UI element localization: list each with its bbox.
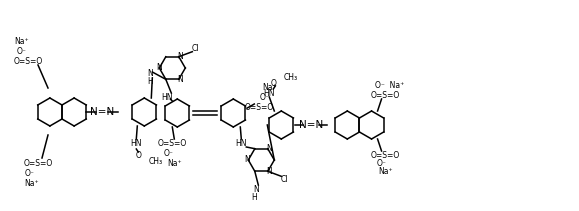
Text: CH₃: CH₃ xyxy=(283,73,298,81)
Text: O=S=O: O=S=O xyxy=(245,104,274,112)
Text: Cl: Cl xyxy=(192,44,199,53)
Text: O=S=O: O=S=O xyxy=(371,91,400,100)
Text: HN: HN xyxy=(162,92,173,101)
Text: N: N xyxy=(156,64,162,73)
Text: N: N xyxy=(254,184,259,193)
Text: N: N xyxy=(244,156,250,165)
Text: O⁻: O⁻ xyxy=(163,149,173,157)
Text: H: H xyxy=(251,192,257,202)
Text: Na⁺: Na⁺ xyxy=(262,84,277,92)
Text: Cl: Cl xyxy=(281,175,288,184)
Text: H: H xyxy=(148,77,153,87)
Text: O=S=O: O=S=O xyxy=(23,158,53,168)
Text: HN: HN xyxy=(130,139,142,149)
Text: N: N xyxy=(177,52,183,61)
Text: N=N: N=N xyxy=(299,120,324,130)
Text: CH₃: CH₃ xyxy=(148,157,163,166)
Text: Na⁺: Na⁺ xyxy=(167,158,182,168)
Text: O⁻: O⁻ xyxy=(17,47,27,57)
Text: O: O xyxy=(135,151,141,161)
Text: N: N xyxy=(266,167,272,176)
Text: O⁻: O⁻ xyxy=(376,160,387,169)
Text: Na⁺: Na⁺ xyxy=(14,38,30,46)
Text: O⁻: O⁻ xyxy=(259,93,269,103)
Text: Na⁺: Na⁺ xyxy=(378,168,393,176)
Text: HN: HN xyxy=(236,138,247,147)
Text: O=S=O: O=S=O xyxy=(157,138,187,147)
Text: O⁻  Na⁺: O⁻ Na⁺ xyxy=(375,81,404,91)
Text: Na⁺: Na⁺ xyxy=(25,179,39,188)
Text: N: N xyxy=(148,69,153,78)
Text: O=S=O: O=S=O xyxy=(13,58,43,66)
Text: O=S=O: O=S=O xyxy=(371,150,400,160)
Text: N=N: N=N xyxy=(90,107,115,117)
Text: O⁻: O⁻ xyxy=(25,169,35,177)
Text: N: N xyxy=(177,75,183,84)
Text: O: O xyxy=(270,78,276,88)
Text: HN: HN xyxy=(263,88,275,97)
Text: N: N xyxy=(266,144,272,153)
